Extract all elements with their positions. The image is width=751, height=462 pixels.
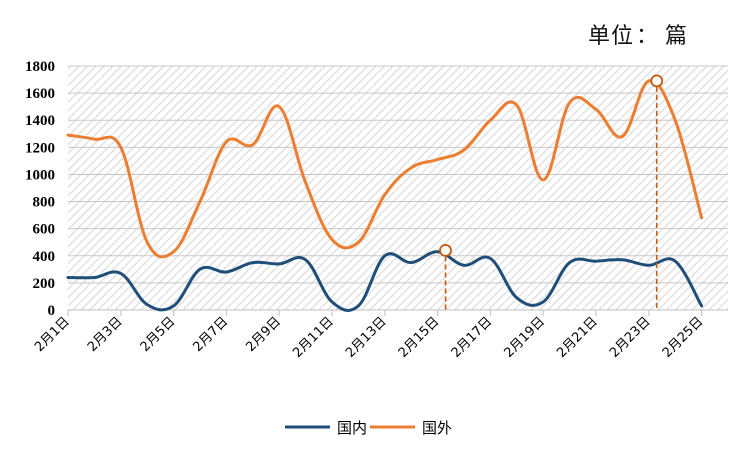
y-tick-label: 0	[48, 303, 56, 319]
y-tick-label: 1600	[25, 86, 55, 102]
y-tick-label: 1400	[25, 113, 55, 129]
x-tick-label: 2月13日	[343, 314, 390, 361]
highlight-markers	[439, 74, 664, 310]
y-tick-label: 600	[33, 222, 56, 238]
y-tick-label: 1200	[25, 140, 55, 156]
series-lines	[66, 79, 704, 312]
unit-label-colon: ：	[636, 24, 660, 49]
x-tick-label: 2月3日	[85, 314, 126, 355]
x-tick-label: 2月25日	[660, 314, 707, 361]
y-tick-label: 200	[33, 276, 56, 292]
series-line-国外	[66, 79, 704, 259]
highlight-marker	[650, 74, 664, 88]
y-tick-label: 400	[33, 249, 56, 265]
legend: 国内 国外	[285, 419, 452, 437]
x-tick-label: 2月17日	[449, 314, 496, 361]
y-tick-label: 1000	[25, 167, 55, 183]
x-tick-label: 2月5日	[138, 314, 179, 355]
x-tick-label: 2月7日	[191, 314, 232, 355]
plot-background	[68, 66, 728, 310]
y-tick-label: 1800	[25, 59, 55, 75]
x-tick-label: 2月21日	[554, 314, 601, 361]
x-tick-label: 2月9日	[243, 314, 284, 355]
unit-label-value: 篇	[665, 24, 689, 49]
legend-label-国外: 国外	[422, 419, 452, 437]
x-tick-label: 2月15日	[396, 314, 443, 361]
legend-label-国内: 国内	[337, 419, 367, 437]
series-line-国内	[66, 250, 704, 312]
unit-label: 单位：篇	[588, 18, 688, 50]
x-tick-label: 2月23日	[607, 314, 654, 361]
x-tick-label: 2月11日	[290, 314, 337, 361]
highlight-marker	[439, 243, 452, 257]
x-tick-label: 2月19日	[501, 314, 548, 361]
unit-label-text: 单位	[588, 24, 635, 49]
grid-lines	[68, 65, 728, 284]
x-tick-label: 2月1日	[32, 314, 73, 355]
y-tick-label: 800	[33, 195, 56, 211]
